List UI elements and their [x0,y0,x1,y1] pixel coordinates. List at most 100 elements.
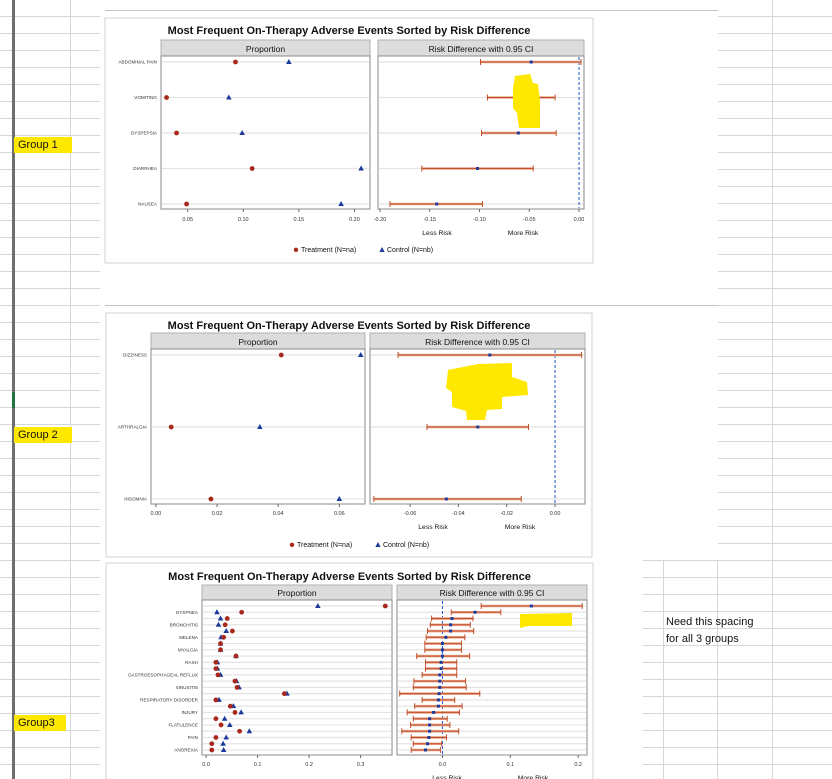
less-risk-label: Less Risk [422,230,452,237]
note-cell-line-1[interactable]: Need this spacing [666,616,754,628]
risk-difference-point [476,425,480,429]
legend-control-label: Control (N=nb) [387,247,433,254]
risk-tick-label: -0.05 [523,217,536,223]
proportion-tick-label: 0.0 [202,762,210,768]
proportion-tick-label: 0.15 [293,217,304,223]
treatment-marker [184,201,189,207]
proportion-tick-label: 0.10 [238,217,249,223]
row-label: MYALGIA [178,648,199,653]
control-marker [246,728,253,734]
treatment-marker [232,678,238,684]
control-marker [223,734,230,740]
adverse-events-chart[interactable]: Most Frequent On-Therapy Adverse Events … [105,312,593,558]
control-marker [217,615,224,621]
row-label: NAUSEA [138,202,158,207]
control-marker [257,424,263,429]
control-marker [338,201,344,206]
risk-difference-point [449,623,453,627]
risk-difference-point [450,617,454,621]
risk-difference-point [440,642,444,646]
control-marker [227,721,233,727]
more-risk-label: More Risk [505,524,536,531]
row-label: DIARRHEA [133,166,158,171]
risk-difference-point [529,604,533,608]
control-marker [358,165,364,171]
group-2-label[interactable]: Group 2 [14,427,72,443]
risk-difference-point [438,673,442,677]
control-marker [215,621,222,627]
risk-difference-point [428,717,432,721]
adverse-events-chart[interactable]: Most Frequent On-Therapy Adverse Events … [105,562,594,779]
legend-treatment-icon [289,542,295,547]
highlighter-mark [520,613,572,628]
treatment-marker [278,352,284,358]
treatment-marker [233,653,239,659]
treatment-marker [164,95,169,100]
selected-row-indicator [12,392,15,408]
treatment-marker [213,735,219,740]
risk-difference-point [438,679,442,683]
risk-difference-point [440,648,444,652]
risk-difference-point [449,629,453,633]
risk-tick-label: -0.02 [500,511,513,517]
risk-difference-point [428,723,432,727]
treatment-marker [239,609,245,615]
risk-tick-label: 0.2 [574,762,582,768]
treatment-marker [209,741,215,747]
risk-panel-title: Risk Difference with 0.95 CI [429,44,534,54]
treatment-marker [224,616,230,621]
risk-difference-point [424,748,427,752]
risk-difference-point [439,660,443,664]
treatment-marker [227,703,233,709]
group-1-label[interactable]: Group 1 [14,137,72,153]
column-divider[interactable] [772,0,773,779]
adverse-events-chart[interactable]: Most Frequent On-Therapy Adverse Events … [104,17,594,264]
proportion-tick-label: 0.02 [212,511,223,517]
control-marker [220,740,226,746]
row-label: GASTROESOPHAGEAL REFLUX [128,673,198,678]
proportion-plot-area [201,599,393,756]
column-divider[interactable] [70,0,71,779]
row-label: FLATULENCE [168,723,198,728]
group-3-label[interactable]: Group3 [14,715,66,731]
more-risk-label: More Risk [508,230,539,237]
row-label: ARTHRALGIA [118,425,148,430]
row-label: DIZZINESS [123,353,147,358]
risk-difference-point [488,353,492,357]
risk-tick-label: -0.06 [404,511,417,517]
proportion-tick-label: 0.04 [273,511,284,517]
risk-difference-point [444,497,448,501]
risk-difference-point [436,698,440,702]
treatment-marker [208,496,214,502]
row-label: MELENA [179,635,199,640]
proportion-panel-title: Proportion [246,44,285,54]
treatment-marker [232,710,238,715]
control-marker [239,130,245,135]
control-marker [315,603,321,608]
control-marker [357,352,364,357]
chart-title: Most Frequent On-Therapy Adverse Events … [168,25,531,37]
divider-line [105,305,718,306]
treatment-marker [209,747,215,753]
treatment-marker [218,722,224,728]
risk-tick-label: -0.04 [452,511,465,517]
proportion-tick-label: 0.20 [349,217,360,223]
control-marker [220,747,227,752]
risk-tick-label: -0.10 [473,217,486,223]
treatment-marker [213,697,219,703]
risk-difference-point [440,654,444,658]
treatment-marker [221,634,227,640]
treatment-marker [218,647,223,653]
row-label: INJURY [181,710,198,715]
treatment-marker [174,130,179,136]
note-cell-line-2[interactable]: for all 3 groups [666,633,739,645]
row-label: ABDOMINAL PAIN [118,60,157,65]
control-marker [286,59,292,64]
risk-tick-label: 0.00 [574,217,585,223]
treatment-marker [213,716,219,722]
legend-control-icon [379,247,385,252]
row-label: SINUSITIS [176,685,198,690]
risk-difference-point [439,667,443,671]
highlighter-mark [446,363,528,420]
